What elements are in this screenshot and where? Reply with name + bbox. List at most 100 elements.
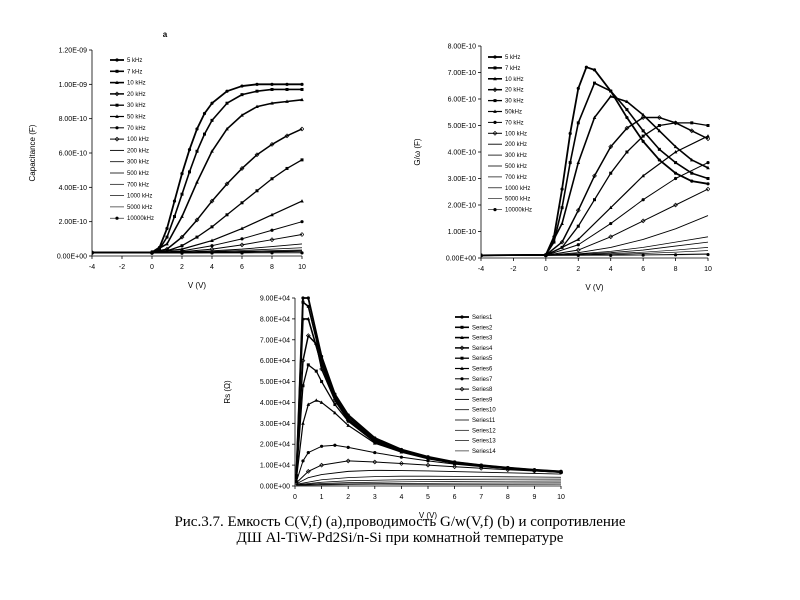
data-point	[673, 144, 678, 149]
y-tick-label: 6.00E-10	[59, 151, 88, 158]
data-point	[270, 177, 274, 181]
legend-item: 7 kHz	[110, 69, 142, 75]
data-point	[690, 171, 694, 175]
data-point	[641, 198, 645, 202]
x-axis-label: V (V)	[585, 283, 604, 292]
data-point	[576, 160, 581, 164]
legend-item: 1000 kHz	[488, 186, 530, 192]
data-point	[706, 177, 710, 180]
legend-item: 7 kHz	[488, 66, 520, 72]
data-point	[505, 467, 511, 473]
data-point	[425, 462, 431, 468]
legend-marker	[460, 356, 464, 360]
data-point	[453, 462, 457, 466]
data-point	[295, 477, 299, 482]
data-point	[559, 239, 565, 245]
legend-marker	[114, 91, 120, 97]
data-point	[314, 398, 319, 402]
legend-label: 5 kHz	[127, 58, 142, 64]
data-point	[592, 68, 597, 72]
data-point	[584, 65, 588, 69]
legend-item: 200 kHz	[488, 142, 527, 148]
data-point	[593, 198, 596, 202]
data-point	[689, 128, 695, 134]
legend-label: 5 kHz	[505, 55, 520, 61]
legend-marker	[460, 366, 464, 370]
data-point	[319, 400, 324, 404]
legend-label: 70 kHz	[505, 120, 524, 126]
data-point	[92, 251, 94, 255]
data-point	[399, 461, 404, 466]
y-axis-label: G/ω (F)	[413, 138, 422, 165]
data-point	[187, 147, 192, 152]
series-series2	[295, 300, 563, 478]
data-point	[195, 235, 199, 239]
data-point	[575, 247, 581, 253]
data-point	[657, 128, 662, 133]
data-point	[560, 221, 564, 225]
data-point	[285, 87, 289, 91]
legend-item: 10000kHz	[110, 216, 154, 222]
data-point	[240, 113, 244, 117]
series-10000khz	[481, 252, 710, 257]
legend-item: 10 kHz	[110, 80, 146, 87]
data-point	[575, 207, 581, 213]
data-point	[301, 296, 305, 300]
legend-item: Series9	[455, 397, 493, 403]
legend-marker	[115, 114, 119, 118]
data-point	[640, 218, 646, 224]
data-point	[624, 125, 630, 131]
data-point	[625, 115, 629, 120]
x-tick-label: 0	[150, 264, 154, 271]
legend-label: 700 kHz	[505, 175, 527, 181]
data-point	[576, 253, 580, 257]
data-point	[657, 124, 661, 127]
series-line	[296, 475, 562, 485]
legend-label: 1000 kHz	[127, 194, 152, 200]
x-tick-label: 4	[210, 264, 214, 271]
legend-item: Series2	[455, 325, 493, 331]
x-tick-label: 2	[346, 494, 350, 501]
series-series13	[296, 482, 562, 486]
legend-label: 50kHz	[505, 110, 522, 116]
data-point	[239, 242, 245, 248]
data-point	[305, 468, 311, 474]
data-point	[306, 450, 310, 455]
legend-item: 30 kHz	[110, 103, 146, 109]
data-point	[641, 134, 645, 138]
data-point	[306, 363, 310, 367]
data-point	[592, 173, 597, 179]
y-tick-label: 8.00E-10	[59, 116, 88, 123]
data-point	[269, 142, 275, 147]
legend-marker	[493, 109, 497, 113]
data-point	[609, 221, 613, 226]
y-tick-label: 1.00E-09	[59, 82, 88, 89]
data-point	[706, 161, 710, 165]
data-point	[560, 206, 564, 210]
y-tick-label: 2.00E-10	[59, 219, 88, 226]
data-point	[333, 410, 337, 415]
data-point	[194, 217, 200, 223]
legend-label: 500 kHz	[127, 171, 149, 177]
data-point	[426, 456, 430, 461]
data-point	[625, 108, 629, 112]
y-tick-label: 4.00E-10	[59, 185, 88, 192]
y-tick-label: 1.00E+04	[260, 463, 290, 470]
data-point	[576, 224, 580, 228]
legend-item: 100 kHz	[488, 130, 527, 137]
data-point	[706, 182, 710, 186]
x-tick-label: 2	[576, 266, 580, 273]
data-point	[689, 157, 694, 162]
x-tick-label: 4	[609, 266, 613, 273]
data-point	[608, 234, 614, 240]
series-series14	[296, 483, 562, 486]
data-point	[640, 115, 646, 120]
data-point	[300, 158, 304, 162]
legend-marker	[460, 335, 464, 339]
x-tick-label: 3	[373, 494, 377, 501]
data-point	[195, 180, 199, 184]
data-point	[544, 253, 548, 257]
legend-item: 10 kHz	[488, 76, 524, 83]
data-point	[172, 199, 177, 203]
data-point	[240, 93, 244, 97]
